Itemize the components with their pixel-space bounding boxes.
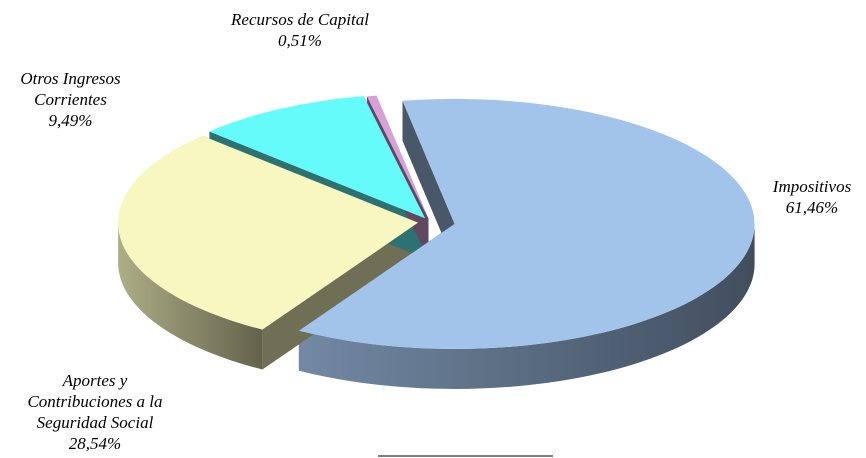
slice-wall — [298, 223, 755, 389]
slice-side-face — [262, 222, 419, 370]
pie-slice — [209, 96, 426, 219]
slice-side-face — [402, 100, 455, 264]
value-label: 61,46% — [785, 198, 839, 217]
slice-wall — [118, 222, 263, 370]
pie-slice — [298, 98, 755, 349]
pie-slice — [118, 135, 419, 330]
slice-label: Impositivos 61,46% — [752, 176, 866, 218]
slice-label: Recursos de Capital 0,51% — [190, 9, 410, 51]
category-name: Recursos de Capital — [231, 10, 369, 29]
value-label: 9,49% — [48, 111, 93, 130]
category-name: Otros Ingresos Corrientes — [20, 69, 121, 109]
pie-slice — [367, 95, 429, 219]
slice-label: Otros Ingresos Corrientes 9,49% — [8, 68, 133, 131]
slice-label: Aportes y Contribuciones a la Seguridad … — [15, 370, 175, 454]
category-name: Aportes y Contribuciones a la Seguridad … — [27, 371, 163, 432]
value-label: 0,51% — [278, 31, 322, 50]
value-label: 28,54% — [68, 434, 122, 453]
pie-tops — [118, 95, 755, 349]
category-name: Impositivos — [772, 177, 852, 196]
